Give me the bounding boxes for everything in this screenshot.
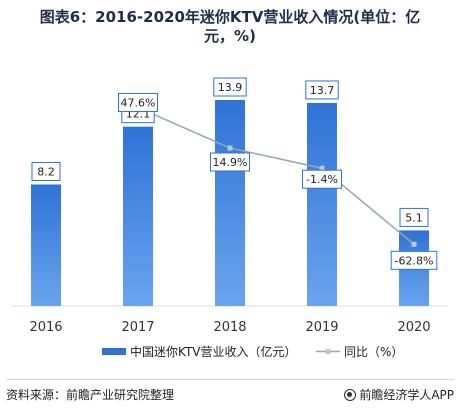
growth-point-2020: [411, 241, 417, 247]
growth-label-2018: 14.9%: [213, 156, 248, 169]
chart: 8.212.113.9 13.75.147.6%14.9%-1.4%-62.8% …: [12, 77, 448, 359]
legend-line-label: 同比（%）: [344, 345, 403, 359]
brand-logo-icon: [344, 388, 357, 401]
bar-2018: [215, 100, 245, 306]
bar-2016: [31, 184, 61, 306]
bar-2019: [307, 102, 337, 307]
chart-title: 图表6：2016-2020年迷你KTV营业收入情况(单位：亿 元，%): [0, 8, 460, 46]
chart-title-line2: 元，%): [204, 27, 256, 45]
bar-2017: [123, 126, 153, 306]
growth-label-2017-box: [118, 92, 158, 112]
legend-bar-swatch: [102, 348, 126, 355]
growth-line: [137, 106, 415, 245]
source-note: 资料来源：前瞻产业研究院整理: [6, 388, 175, 402]
growth-label-2018-box: [210, 152, 250, 172]
bar-value-label-2018: 13.9: [218, 81, 243, 94]
growth-label-2017: 47.6%: [121, 96, 156, 109]
x-tick-2018: 2018: [213, 320, 246, 335]
chart-title-line1: 图表6：2016-2020年迷你KTV营业收入情况(单位：亿: [39, 8, 421, 26]
bar-value-label-2020: 5.1: [405, 211, 423, 224]
bar-value-label-2016: 8.2: [37, 165, 55, 178]
growth-label-2020: -62.8%: [395, 254, 434, 267]
x-tick-2019: 2019: [305, 320, 338, 335]
brand-mark: 前瞻经济学人APP: [344, 386, 454, 403]
x-tick-2016: 2016: [29, 320, 62, 335]
legend-line-marker: [325, 349, 331, 354]
bar-value-label-2019: 13.7: [310, 84, 335, 97]
growth-point-2019: [319, 165, 325, 171]
footer-divider: [6, 379, 454, 380]
growth-label-2020-box: [390, 250, 438, 270]
x-tick-2020: 2020: [397, 320, 430, 335]
bar-value-label-2016-box: [31, 161, 61, 181]
growth-point-2018: [227, 145, 233, 151]
growth-label-2019: -1.4%: [306, 173, 338, 186]
bar-value-label-2020-box: [399, 207, 429, 227]
growth-label-2019-box: [302, 169, 342, 189]
x-tick-2017: 2017: [121, 320, 154, 335]
brand-text: 前瞻经济学人APP: [359, 388, 454, 402]
legend-bar-label: 中国迷你KTV营业收入（亿元）: [130, 344, 296, 359]
bar-value-label-2018-box: [213, 77, 247, 97]
bar-value-label-2019-box: [305, 80, 339, 100]
